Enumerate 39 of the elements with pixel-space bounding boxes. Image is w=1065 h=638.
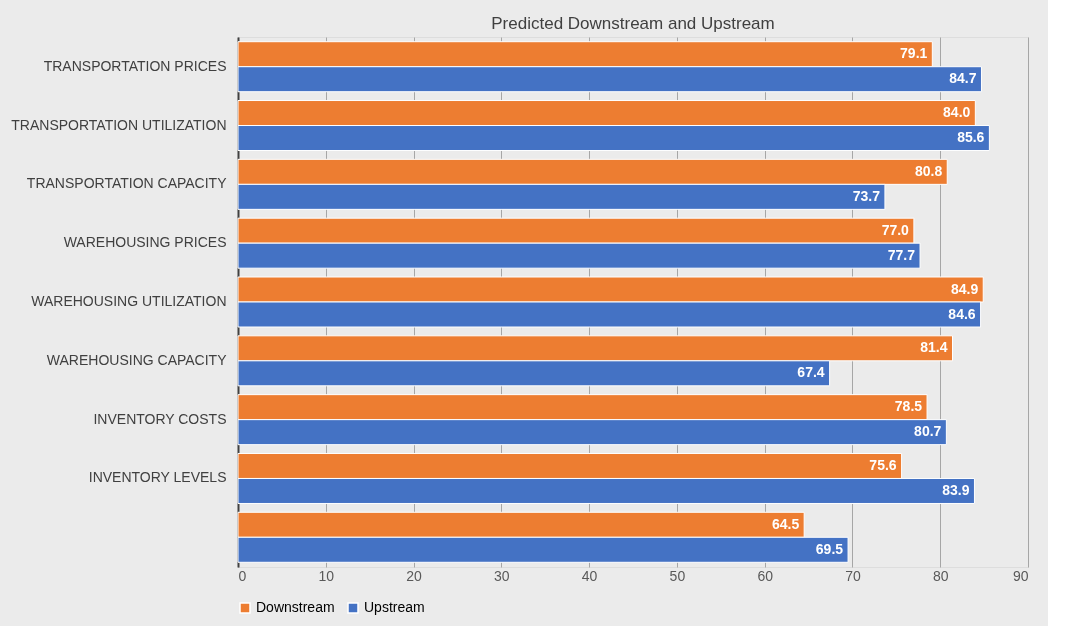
y-tick-label: WAREHOUSING UTILIZATION	[31, 293, 227, 309]
legend-label: Upstream	[364, 599, 425, 615]
y-tick-label: INVENTORY LEVELS	[88, 469, 227, 486]
data-label: 73.7	[852, 187, 881, 204]
x-tick-label: 60	[757, 567, 774, 584]
data-label: 77.7	[887, 246, 916, 263]
data-label: 78.5	[894, 398, 923, 415]
data-label: 85.6	[957, 129, 985, 146]
data-label: 81.4	[920, 339, 948, 356]
x-tick-label: 70	[845, 567, 861, 584]
chart-title: Predicted Downstream and Upstream	[491, 14, 775, 33]
legend-label: Downstream	[256, 599, 335, 615]
data-label: 80.7	[914, 423, 942, 440]
y-tick-label: TRANSPORTATION UTILIZATION	[11, 116, 227, 133]
data-label: 84.9	[950, 280, 979, 297]
data-label: 84.6	[948, 305, 976, 322]
y-tick-label: TRANSPORTATION PRICES	[43, 57, 227, 74]
data-label: 77.0	[881, 221, 910, 238]
x-tick-label: 90	[1012, 567, 1029, 584]
data-label: 69.5	[815, 540, 844, 557]
data-label: 84.7	[949, 70, 977, 87]
data-label: 80.8	[914, 162, 943, 179]
y-tick-label: WAREHOUSING CAPACITY	[46, 351, 228, 368]
data-label: 79.1	[900, 45, 928, 62]
data-label: 84.0	[943, 104, 971, 121]
data-label: 75.6	[869, 456, 897, 473]
x-tick-label: 40	[581, 567, 598, 584]
y-tick-label: TRANSPORTATION CAPACITY	[26, 175, 228, 192]
x-tick-label: 0	[238, 567, 247, 584]
x-tick-label: 50	[669, 567, 686, 584]
data-label: 64.5	[771, 515, 800, 532]
x-tick-label: 80	[932, 567, 949, 584]
x-tick-label: 10	[318, 567, 335, 584]
data-label: 67.4	[797, 364, 825, 381]
x-tick-label: 20	[406, 567, 423, 584]
x-tick-label: 30	[494, 567, 510, 584]
y-tick-label: WAREHOUSING PRICES	[63, 234, 227, 251]
data-label: 83.9	[942, 481, 970, 498]
y-tick-label: INVENTORY COSTS	[93, 410, 227, 427]
